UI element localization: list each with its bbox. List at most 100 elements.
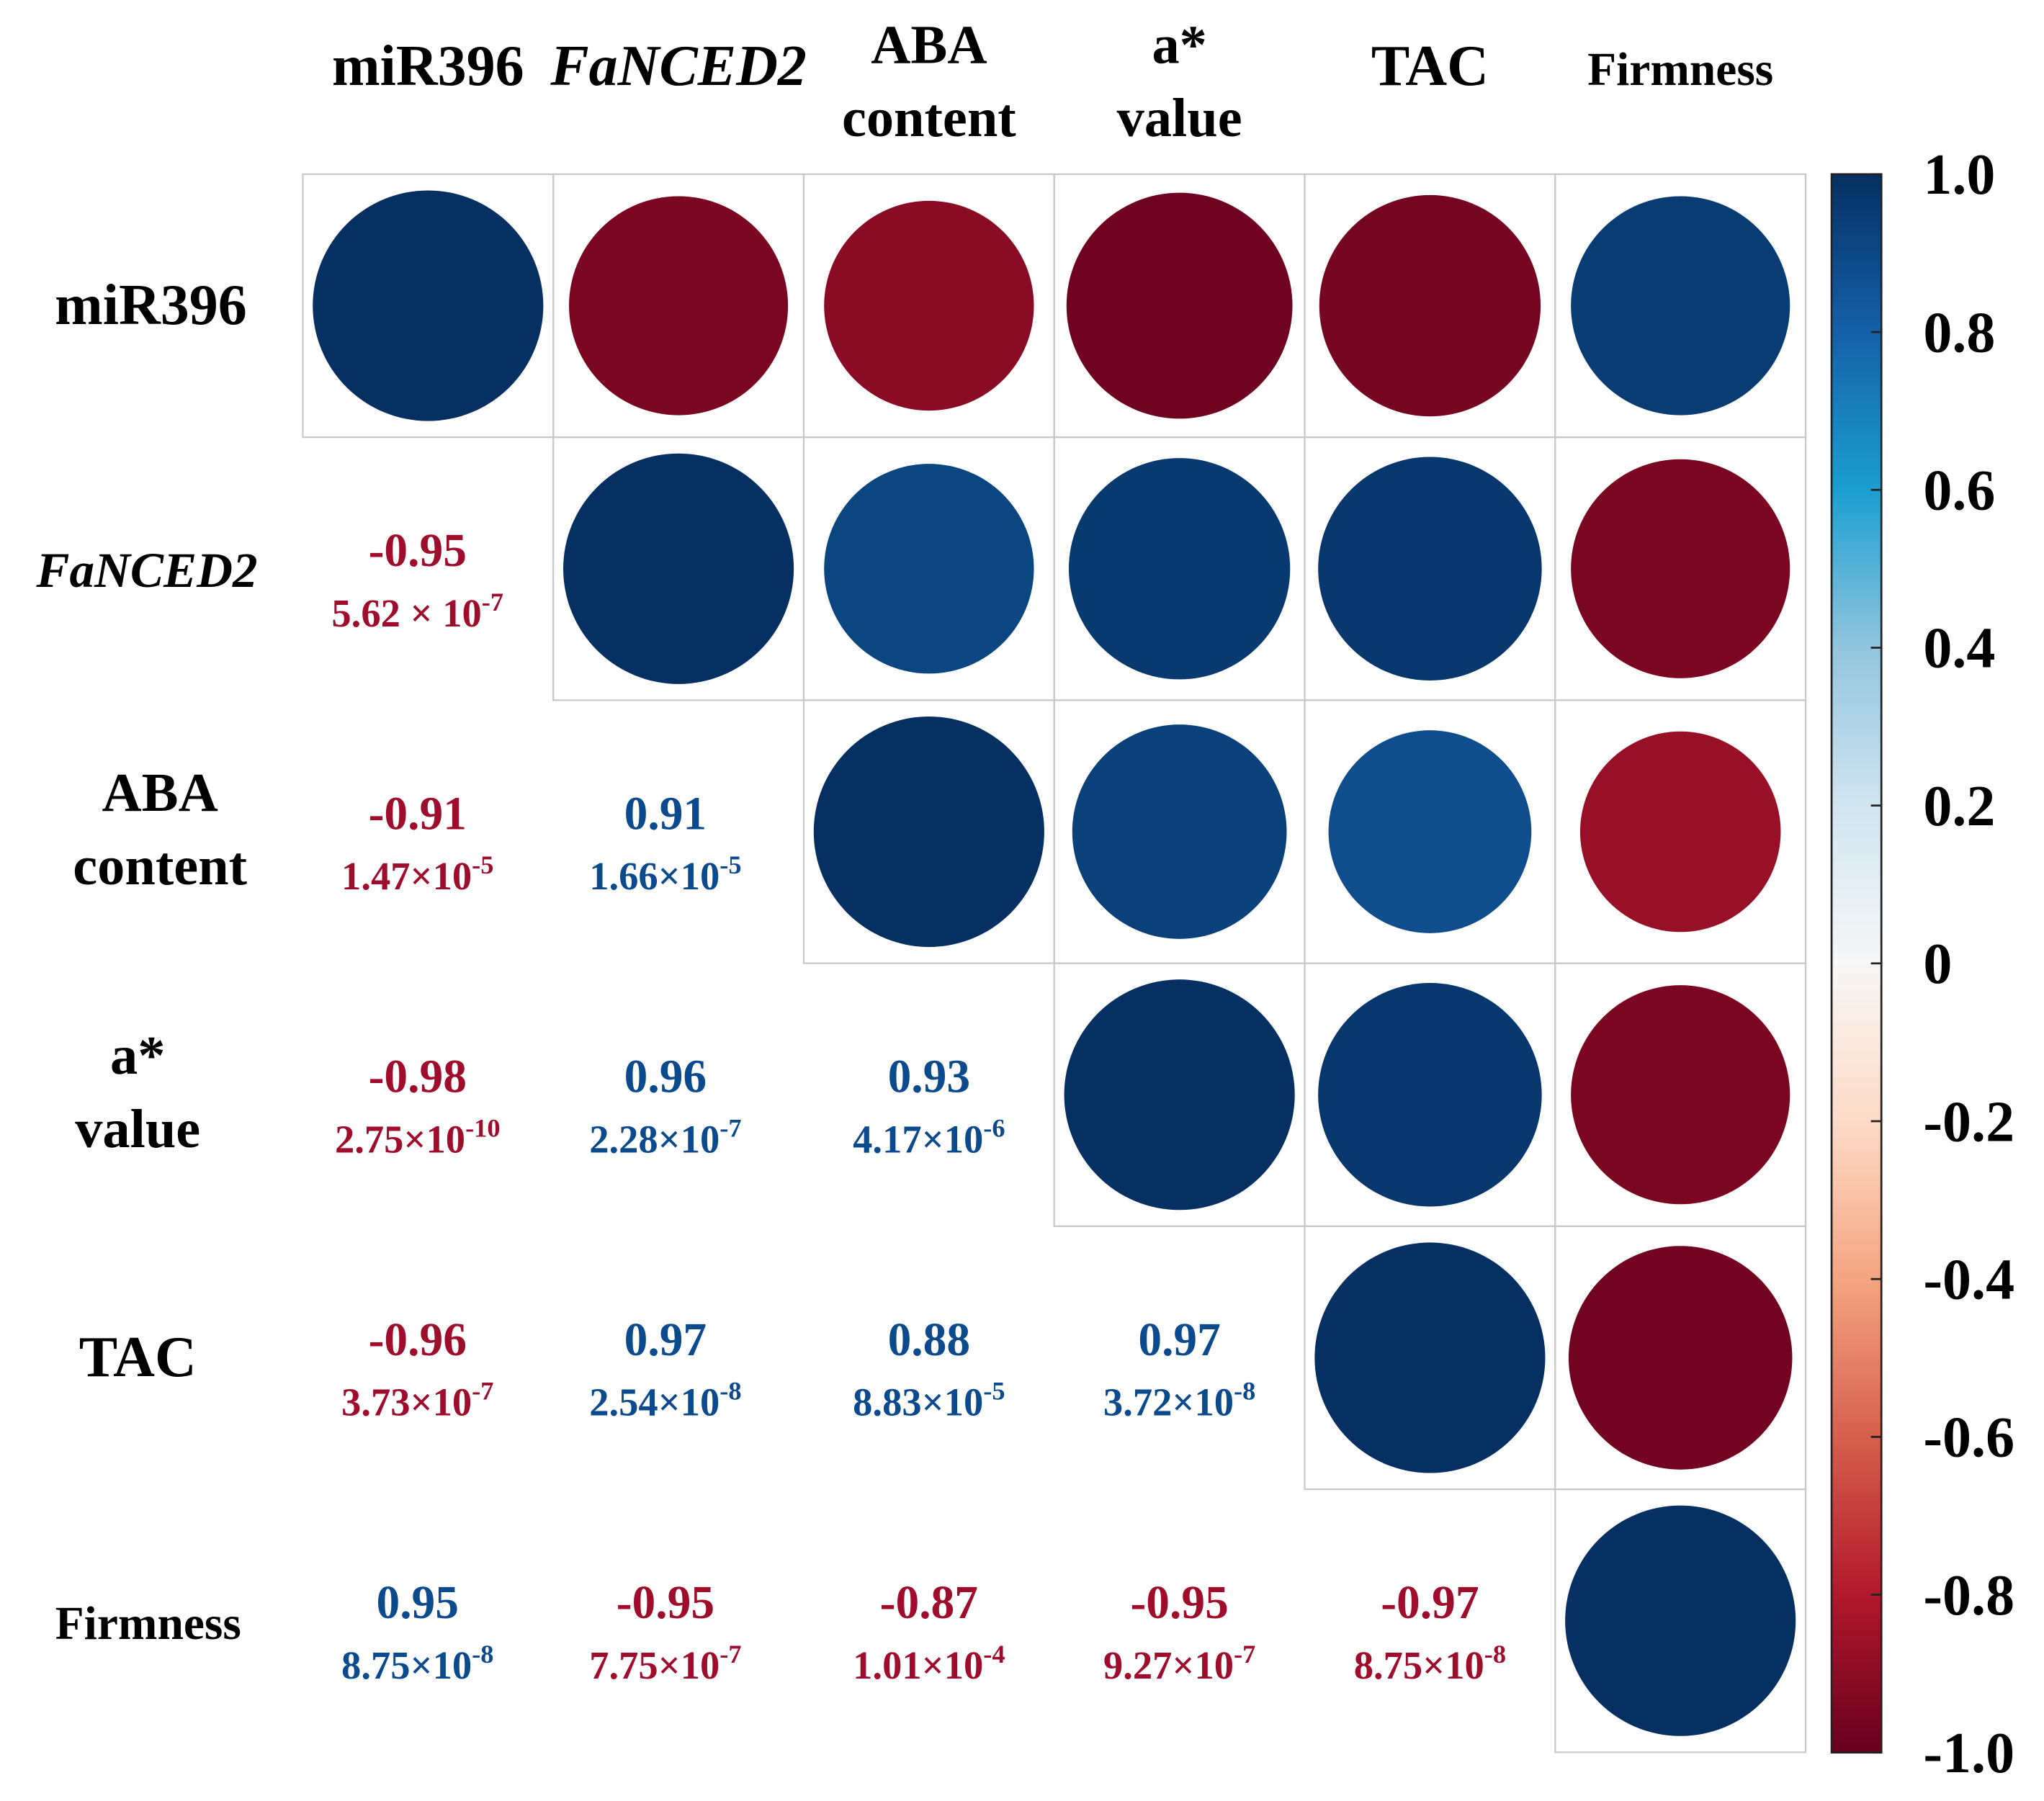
r-value-label: -0.95 — [1130, 1577, 1228, 1629]
p-value-exponent: -8 — [1484, 1640, 1506, 1668]
colorbar-tick-label: -0.6 — [1923, 1406, 2014, 1470]
r-value-label: -0.98 — [369, 1051, 467, 1103]
p-value-label: 2.75×10-10 — [335, 1113, 501, 1161]
p-value-exponent: -7 — [720, 1113, 741, 1142]
column-label: content — [842, 87, 1016, 148]
p-value-exponent: -4 — [983, 1640, 1005, 1668]
colorbar-tick-label: 0.4 — [1923, 617, 1995, 681]
p-value-label: 2.28×10-7 — [589, 1113, 741, 1161]
correlation-circles — [313, 190, 1796, 1736]
p-value-label: 8.83×10-5 — [853, 1377, 1005, 1424]
p-value-mantissa: 8.75×10 — [1354, 1643, 1484, 1687]
p-value-exponent: -8 — [1234, 1377, 1255, 1406]
row-label: miR396 — [55, 274, 247, 337]
p-value-label: 2.54×10-8 — [589, 1377, 741, 1424]
p-value-mantissa: 1.47×10 — [341, 854, 472, 898]
correlation-circle — [1066, 192, 1293, 419]
colorbar-tick-label: 0.6 — [1923, 459, 1995, 523]
p-value-exponent: -8 — [472, 1640, 493, 1668]
p-value-exponent: -10 — [465, 1113, 500, 1142]
r-value-label: 0.97 — [1138, 1314, 1221, 1366]
p-value-mantissa: 8.83×10 — [853, 1380, 983, 1424]
p-value-mantissa: 5.62 × 10 — [331, 591, 481, 635]
colorbar-tick-label: 0.8 — [1923, 301, 1995, 364]
colorbar-tick-label: -0.4 — [1923, 1248, 2014, 1311]
r-value-label: -0.97 — [1381, 1577, 1479, 1629]
column-label: TAC — [1371, 35, 1489, 98]
p-value-mantissa: 2.28×10 — [589, 1117, 720, 1161]
p-value-label: 8.75×10-8 — [1354, 1640, 1506, 1687]
row-label: value — [75, 1098, 200, 1159]
p-value-mantissa: 8.75×10 — [341, 1643, 472, 1687]
p-value-mantissa: 3.73×10 — [341, 1380, 472, 1424]
p-value-label: 1.66×10-5 — [589, 850, 741, 898]
r-value-label: -0.91 — [369, 788, 467, 840]
grid — [302, 173, 1807, 1753]
r-value-label: 0.91 — [624, 788, 707, 840]
p-value-label: 1.47×10-5 — [341, 850, 493, 898]
correlation-values: -0.955.62 × 10-7-0.911.47×10-50.911.66×1… — [331, 525, 1506, 1687]
correlation-circle — [569, 196, 789, 416]
p-value-mantissa: 1.01×10 — [853, 1643, 983, 1687]
axis-labels: miR396 miR396 FaNCED2 FaNCED2 ABA content ABA c… — [35, 14, 1773, 1650]
p-value-label: 1.01×10-4 — [853, 1640, 1005, 1687]
row-label: content — [73, 835, 247, 897]
correlation-circle — [824, 200, 1034, 411]
r-value-label: 0.93 — [888, 1051, 971, 1103]
correlation-circle — [1579, 731, 1781, 933]
correlation-circle — [1064, 979, 1295, 1211]
column-label: ABA — [871, 14, 987, 75]
correlation-circle — [813, 716, 1044, 948]
row-label: Firmness — [55, 1598, 241, 1650]
p-value-label: 5.62 × 10-7 — [331, 588, 503, 635]
r-value-label: -0.95 — [369, 525, 467, 577]
p-value-exponent: -7 — [472, 1377, 493, 1406]
column-label: Firmness — [1587, 44, 1773, 96]
row-label: ABA — [102, 762, 218, 823]
correlation-circle — [1571, 196, 1790, 416]
p-value-mantissa: 3.72×10 — [1103, 1380, 1234, 1424]
p-value-label: 8.75×10-8 — [341, 1640, 493, 1687]
p-value-label: 3.73×10-7 — [341, 1377, 493, 1424]
correlation-circle — [1319, 194, 1541, 417]
column-label: a* — [1152, 14, 1206, 75]
colorbar: 1.0 0.8 0.6 0.4 0.2 0 -0.2 -0.4 -0.6 -0.8 -1.0 — [1830, 143, 2014, 1785]
r-value-label: 0.95 — [376, 1577, 459, 1629]
p-value-exponent: -5 — [472, 850, 493, 879]
correlation-circle — [1318, 982, 1542, 1207]
p-value-exponent: -6 — [983, 1113, 1005, 1142]
correlation-circle — [1328, 730, 1532, 933]
colorbar-tick-label: 0.2 — [1923, 775, 1995, 838]
p-value-mantissa: 2.54×10 — [589, 1380, 720, 1424]
column-label: FaNCED2 — [550, 35, 807, 98]
r-value-label: 0.97 — [624, 1314, 707, 1366]
p-value-label: 7.75×10-7 — [589, 1640, 741, 1687]
column-label: value — [1117, 87, 1242, 148]
colorbar-tick-label: 1.0 — [1923, 143, 1995, 207]
column-label: miR396 — [332, 35, 524, 98]
r-value-label: -0.87 — [880, 1577, 978, 1629]
correlation-circle — [1568, 1246, 1793, 1470]
correlation-circle — [824, 464, 1034, 674]
correlation-circle — [1314, 1242, 1546, 1473]
row-label: a* — [110, 1025, 165, 1086]
r-value-label: -0.96 — [369, 1314, 467, 1366]
colorbar-tick-label: -0.2 — [1923, 1090, 2014, 1154]
p-value-mantissa: 2.75×10 — [335, 1117, 465, 1161]
colorbar-tick-label: -1.0 — [1923, 1722, 2014, 1785]
correlation-circle — [313, 190, 544, 421]
row-label: FaNCED2 — [35, 542, 257, 598]
p-value-mantissa: 1.66×10 — [589, 854, 720, 898]
p-value-mantissa: 7.75×10 — [589, 1643, 720, 1687]
p-value-exponent: -5 — [983, 1377, 1005, 1406]
p-value-exponent: -7 — [720, 1640, 741, 1668]
p-value-exponent: -8 — [720, 1377, 741, 1406]
colorbar-tick-label: 0 — [1923, 933, 1952, 996]
row-label: TAC — [79, 1326, 197, 1389]
correlation-circle — [563, 453, 794, 684]
correlation-circle — [1565, 1505, 1796, 1736]
p-value-exponent: -7 — [482, 588, 503, 616]
correlation-circle — [1571, 459, 1790, 678]
p-value-label: 3.72×10-8 — [1103, 1377, 1255, 1424]
